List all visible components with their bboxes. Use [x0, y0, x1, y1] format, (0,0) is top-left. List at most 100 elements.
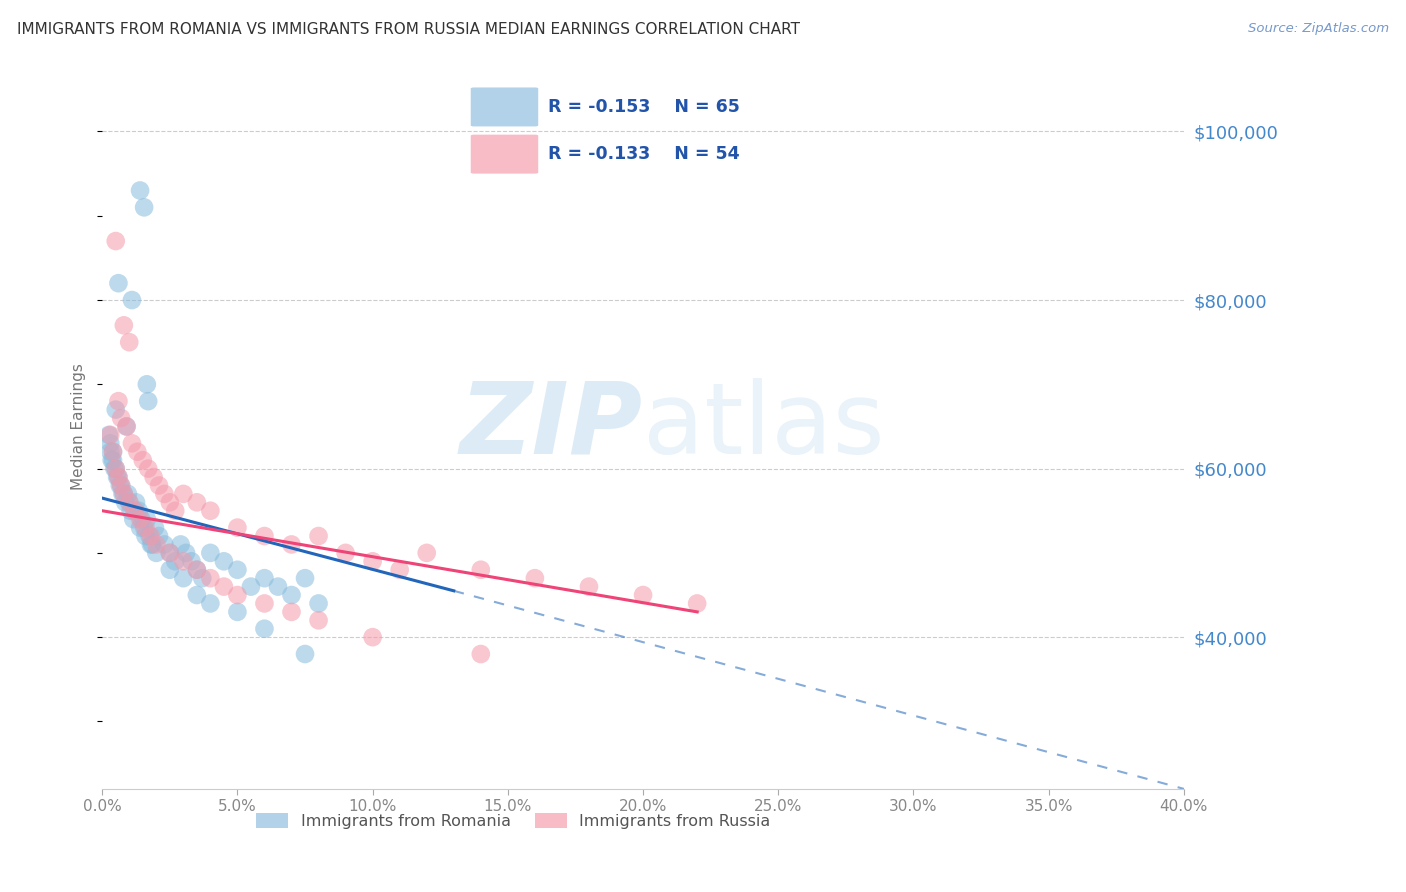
Point — [129, 184, 152, 198]
Point — [142, 470, 165, 484]
Point — [108, 478, 131, 492]
Point — [174, 546, 197, 560]
Point — [115, 419, 138, 434]
Point — [226, 520, 249, 534]
Point — [148, 529, 170, 543]
Point — [107, 276, 129, 290]
Point — [578, 580, 600, 594]
Point — [117, 487, 139, 501]
Point — [107, 470, 129, 484]
Point — [159, 495, 181, 509]
Point — [132, 453, 155, 467]
Point — [686, 597, 709, 611]
Point — [470, 563, 492, 577]
Point — [110, 411, 132, 425]
Point — [253, 622, 276, 636]
Point — [294, 571, 316, 585]
Point — [212, 580, 235, 594]
Point — [226, 588, 249, 602]
Point — [98, 428, 121, 442]
Point — [138, 529, 160, 543]
Point — [114, 495, 136, 509]
Point — [124, 504, 146, 518]
Point — [361, 554, 384, 568]
Point — [110, 478, 132, 492]
Point — [107, 394, 129, 409]
Point — [118, 495, 141, 509]
Point — [136, 394, 159, 409]
Point — [110, 478, 132, 492]
Text: ZIP: ZIP — [460, 378, 643, 475]
Point — [159, 546, 181, 560]
Point — [180, 554, 202, 568]
Text: R = -0.133    N = 54: R = -0.133 N = 54 — [548, 145, 740, 163]
Point — [112, 318, 135, 333]
Point — [111, 487, 134, 501]
Point — [129, 520, 152, 534]
Point — [134, 520, 156, 534]
Point — [631, 588, 654, 602]
Point — [105, 470, 128, 484]
Point — [125, 495, 148, 509]
Point — [121, 436, 143, 450]
Point — [104, 461, 127, 475]
Point — [124, 504, 146, 518]
Point — [239, 580, 262, 594]
Point — [186, 563, 208, 577]
Point — [112, 487, 135, 501]
Point — [112, 487, 135, 501]
FancyBboxPatch shape — [471, 135, 538, 174]
Point — [200, 597, 222, 611]
Point — [200, 504, 222, 518]
Point — [159, 546, 181, 560]
Point — [416, 546, 439, 560]
Point — [115, 419, 138, 434]
Point — [212, 554, 235, 568]
Point — [253, 529, 276, 543]
Point — [145, 537, 167, 551]
Point — [143, 520, 166, 534]
Point — [139, 537, 162, 551]
Point — [104, 461, 127, 475]
Point — [200, 571, 222, 585]
Point — [165, 554, 187, 568]
Point — [253, 571, 276, 585]
Point — [134, 200, 156, 214]
Point — [127, 444, 149, 458]
Point — [128, 504, 150, 518]
Point — [145, 546, 167, 560]
Text: IMMIGRANTS FROM ROMANIA VS IMMIGRANTS FROM RUSSIA MEDIAN EARNINGS CORRELATION CH: IMMIGRANTS FROM ROMANIA VS IMMIGRANTS FR… — [17, 22, 800, 37]
Text: Source: ZipAtlas.com: Source: ZipAtlas.com — [1249, 22, 1389, 36]
Point — [186, 588, 208, 602]
Point — [280, 588, 302, 602]
Point — [120, 504, 142, 518]
Point — [135, 512, 157, 526]
Point — [186, 495, 208, 509]
Point — [101, 444, 124, 458]
Point — [135, 377, 157, 392]
Point — [121, 293, 143, 307]
Point — [122, 512, 145, 526]
Point — [98, 436, 121, 450]
Point — [131, 512, 153, 526]
Point — [101, 453, 124, 467]
Point — [253, 597, 276, 611]
Point — [308, 529, 330, 543]
Point — [136, 461, 159, 475]
Point — [226, 563, 249, 577]
Point — [361, 630, 384, 644]
Point — [165, 504, 187, 518]
Point — [118, 495, 141, 509]
Point — [104, 402, 127, 417]
Point — [103, 461, 125, 475]
Point — [172, 571, 194, 585]
Point — [335, 546, 357, 560]
Point — [134, 529, 156, 543]
Point — [308, 597, 330, 611]
Point — [280, 605, 302, 619]
Point — [153, 537, 176, 551]
Point — [200, 546, 222, 560]
Point — [141, 537, 163, 551]
Point — [98, 444, 121, 458]
FancyBboxPatch shape — [471, 87, 538, 127]
